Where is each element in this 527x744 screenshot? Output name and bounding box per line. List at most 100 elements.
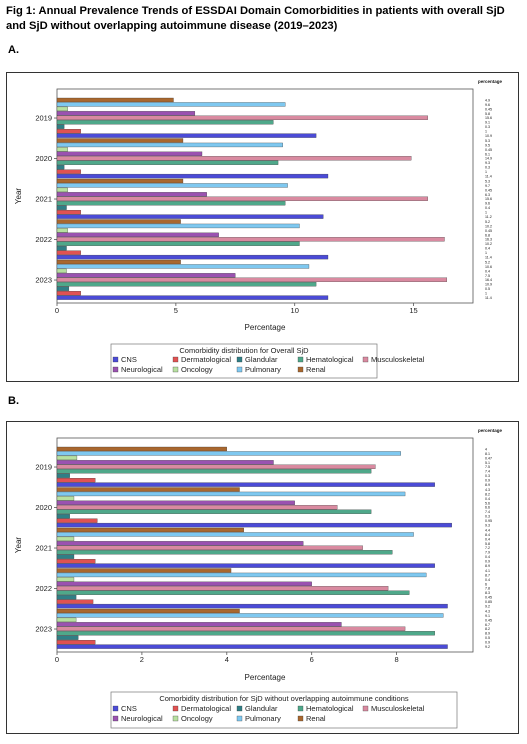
data-label: 0.85 (485, 600, 492, 604)
legend-item: Neurological (121, 714, 163, 723)
legend-swatch (172, 705, 179, 712)
x-tick-label: 6 (310, 655, 314, 664)
data-label: 0.5 (485, 636, 490, 640)
bar-neurological-2023 (56, 273, 236, 278)
bar-pulmonary-2019 (56, 102, 286, 107)
bar-oncology-2021 (56, 536, 75, 542)
panel-b-label: B. (8, 395, 19, 407)
data-label: 0.45 (485, 596, 492, 600)
legend-item: Pulmonary (245, 365, 281, 374)
data-label: 11.4 (485, 296, 492, 300)
data-label: 0.4 (485, 206, 490, 210)
legend-swatch (297, 356, 304, 363)
bar-musculoskeletal-2023 (56, 277, 448, 282)
legend-swatch (112, 366, 119, 373)
y-tick-label: 2022 (35, 584, 52, 593)
data-label: 0.95 (485, 519, 492, 523)
bar-cns-2022 (56, 254, 329, 260)
bar-dermatological-2022 (56, 599, 94, 604)
data-label: 0.45 (485, 188, 492, 192)
legend-swatch (112, 715, 119, 722)
data-label: 4.4 (485, 528, 490, 532)
legend-item: Hematological (306, 355, 354, 364)
legend-item: CNS (121, 355, 137, 364)
bar-dermatological-2021 (56, 558, 96, 564)
legend-item: Dermatological (181, 704, 231, 713)
value-column-label: percentage (478, 79, 503, 84)
data-label: 5.1 (485, 461, 490, 465)
data-label: 0.9 (485, 641, 490, 645)
data-label: 0.9 (485, 479, 490, 483)
bar-renal-2020 (56, 138, 184, 143)
data-label: 5.6 (485, 501, 490, 505)
bar-glandular-2021 (56, 554, 75, 559)
data-label: 0.45 (485, 229, 492, 233)
bar-neurological-2021 (56, 192, 207, 197)
data-label: 7.4 (485, 510, 490, 514)
data-label: 11.2 (485, 215, 492, 219)
data-label: 9.7 (485, 184, 490, 188)
legend-item: Musculoskeletal (371, 704, 425, 713)
legend-box (110, 343, 378, 379)
bar-oncology-2019 (56, 455, 78, 461)
legend-swatch (236, 366, 243, 373)
legend-item: Pulmonary (245, 714, 281, 723)
data-label: 14.9 (485, 157, 492, 161)
data-label: 8.9 (485, 632, 490, 636)
legend-item: Glandular (245, 704, 278, 713)
data-label: 5.8 (485, 112, 490, 116)
bar-oncology-2020 (56, 496, 75, 501)
bar-glandular-2023 (56, 286, 70, 291)
legend-swatch (297, 366, 304, 373)
data-label: 6.7 (485, 623, 490, 627)
bar-glandular-2022 (56, 246, 67, 251)
data-label: 6.3 (485, 193, 490, 197)
data-label: 0.3 (485, 166, 490, 170)
legend-item: Hematological (306, 704, 354, 713)
data-label: 0.45 (485, 148, 492, 152)
data-label: 0.3 (485, 125, 490, 129)
chart-a: 0 5 10 15PercentageYearpercentage20194.99.6… (14, 79, 503, 379)
legend-swatch (362, 705, 369, 712)
bar-dermatological-2020 (56, 169, 81, 174)
legend-box (110, 691, 458, 729)
bar-pulmonary-2022 (56, 223, 300, 229)
legend-swatch (112, 356, 119, 363)
bar-glandular-2023 (56, 635, 79, 640)
bar-oncology-2023 (56, 268, 67, 274)
data-label: 6.6 (485, 506, 490, 510)
bar-dermatological-2019 (56, 478, 96, 483)
bar-renal-2019 (56, 97, 174, 103)
data-label: 5.3 (485, 139, 490, 143)
legend-item: Oncology (181, 714, 213, 723)
bar-neurological-2022 (56, 581, 312, 587)
data-label: 4.9 (485, 98, 490, 102)
data-label: 1 (485, 170, 487, 174)
bar-oncology-2021 (56, 187, 68, 193)
bar-musculoskeletal-2021 (56, 545, 363, 550)
chart-b-frame: 0 2 4 6 8 Percentage Year percentage 2019 4 8.1 0.4… (6, 421, 519, 734)
legend-swatch (362, 356, 369, 363)
data-label: 7.9 (485, 551, 490, 555)
legend-title: Comorbidity distribution for SjD without… (159, 694, 409, 703)
bar-pulmonary-2023 (56, 264, 310, 269)
bar-hematological-2022 (56, 241, 300, 246)
data-label: 8.4 (485, 533, 490, 537)
data-label: 8.9 (485, 483, 490, 487)
panel-a-label: A. (8, 44, 19, 56)
legend-item: Neurological (121, 365, 163, 374)
data-label: 0.5 (485, 287, 490, 291)
data-label: 15.6 (485, 197, 492, 201)
bar-hematological-2020 (56, 509, 372, 514)
data-label: 7.2 (485, 546, 490, 550)
figure-title: Fig 1: Annual Prevalence Trends of ESSDA… (6, 5, 505, 32)
bar-oncology-2022 (56, 228, 68, 233)
data-label: 8.2 (485, 627, 490, 631)
data-label: 7.5 (485, 274, 490, 278)
legend-item: Renal (306, 365, 326, 374)
legend-swatch (236, 705, 243, 712)
bar-hematological-2019 (56, 469, 372, 474)
bar-cns-2021 (56, 214, 324, 219)
data-label: 4.3 (485, 609, 490, 613)
bar-renal-2019 (56, 446, 227, 452)
